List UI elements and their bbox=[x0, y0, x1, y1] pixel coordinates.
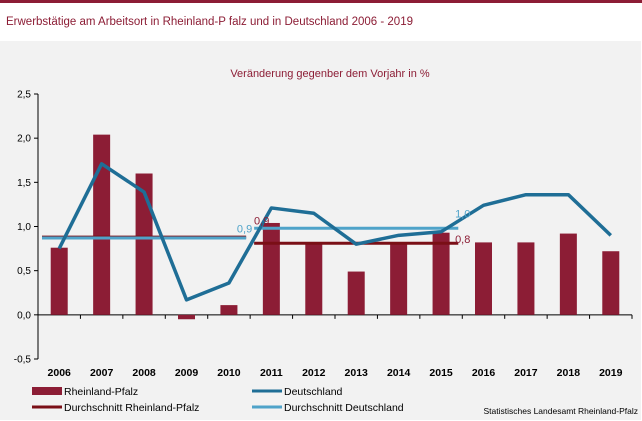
bar bbox=[178, 314, 195, 320]
data-annotation: 0,8 bbox=[455, 234, 470, 246]
bar bbox=[347, 271, 365, 315]
x-tick-label: 2014 bbox=[387, 367, 411, 379]
source-note: Statistisches Landesamt Rheinland-Pfalz bbox=[484, 406, 639, 416]
x-tick-label: 2012 bbox=[302, 367, 326, 379]
bar bbox=[602, 251, 620, 315]
x-tick-label: 2006 bbox=[48, 367, 72, 379]
legend-entry: Rheinland-Pfalz bbox=[32, 386, 138, 398]
y-tick-label: 0,0 bbox=[17, 310, 31, 321]
bar bbox=[262, 222, 280, 315]
y-tick-label: 2,0 bbox=[17, 134, 31, 145]
x-tick-label: 2007 bbox=[90, 367, 114, 379]
series-line-deutschland bbox=[57, 162, 612, 302]
bar bbox=[475, 242, 492, 315]
x-tick-label: 2015 bbox=[429, 367, 453, 379]
y-tick-label: 1,5 bbox=[17, 178, 31, 189]
bar bbox=[390, 244, 408, 315]
chart-subtitle: Veränderung gegenber dem Vorjahr in % bbox=[230, 68, 430, 80]
bar bbox=[517, 242, 535, 315]
bar bbox=[432, 232, 450, 315]
chart-marks: -0,5 0,0 0,5 1,0 1,5 2,0 2,5 2006 2007 2008 2009 20… bbox=[14, 90, 633, 379]
bar bbox=[135, 173, 153, 315]
data-annotation: 0,9 bbox=[254, 216, 269, 228]
y-tick-label: 0,5 bbox=[17, 266, 31, 277]
x-tick-label: 2009 bbox=[175, 367, 199, 379]
data-annotation: 1,0 bbox=[455, 208, 470, 220]
legend-label: Durchschnitt Rheinland-Pfalz bbox=[64, 402, 199, 414]
x-tick-label: 2016 bbox=[472, 367, 496, 379]
bar bbox=[305, 244, 323, 315]
legend-entry: Deutschland bbox=[252, 386, 343, 398]
legend-entry: Durchschnitt Rheinland-Pfalz bbox=[32, 402, 199, 414]
legend-label: Deutschland bbox=[284, 386, 343, 398]
x-tick-label: 2019 bbox=[599, 367, 623, 379]
x-tick-label: 2011 bbox=[260, 367, 283, 379]
y-tick-label: 2,5 bbox=[17, 90, 31, 101]
bar bbox=[50, 247, 68, 315]
bar bbox=[559, 233, 577, 315]
x-tick-label: 2017 bbox=[514, 367, 538, 379]
x-tick-label: 2013 bbox=[345, 367, 369, 379]
bar bbox=[93, 134, 111, 315]
y-tick-label: -0,5 bbox=[14, 355, 32, 366]
y-tick-label: 1,0 bbox=[17, 222, 31, 233]
x-tick-label: 2008 bbox=[132, 367, 156, 379]
bar bbox=[220, 305, 238, 315]
legend-label: Rheinland-Pfalz bbox=[64, 386, 138, 398]
legend-entry: Durchschnitt Deutschland bbox=[252, 402, 404, 414]
legend-label: Durchschnitt Deutschland bbox=[284, 402, 404, 414]
x-tick-label: 2018 bbox=[557, 367, 581, 379]
x-tick-label: 2010 bbox=[217, 367, 241, 379]
page-title: Erwerbstätige am Arbeitsort in Rheinland… bbox=[6, 16, 413, 28]
data-annotation: 0,9 bbox=[237, 223, 252, 235]
legend: Rheinland-Pfalz Deutschland Durchschnitt R… bbox=[32, 386, 404, 414]
legend-swatch bbox=[32, 387, 62, 395]
top-rule bbox=[0, 0, 642, 3]
